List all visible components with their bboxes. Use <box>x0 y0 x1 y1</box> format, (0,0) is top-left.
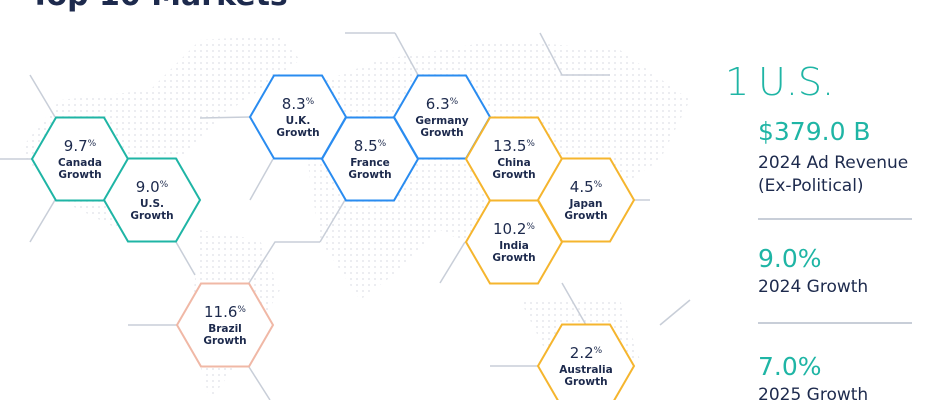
growth-value: 4.5% <box>570 178 603 196</box>
markets-hex-map: 9.7%CanadaGrowth9.0%U.S.Growth8.3%U.K.Gr… <box>0 32 691 401</box>
growth-value: 11.6% <box>204 303 246 321</box>
divider <box>758 218 912 220</box>
growth-label: Growth <box>420 127 463 139</box>
growth-value: 8.5% <box>354 137 387 155</box>
growth-value: 9.0% <box>136 178 169 196</box>
growth-value: 8.3% <box>282 95 315 113</box>
country-label: China <box>497 157 530 169</box>
growth-value: 6.3% <box>426 95 459 113</box>
country-label: Germany <box>415 115 468 127</box>
growth-value: 13.5% <box>493 137 535 155</box>
growth-label: Growth <box>492 252 535 264</box>
ad-revenue-label: 2024 Ad Revenue <box>758 153 909 173</box>
hexagon-outline <box>464 199 564 285</box>
hexagon-outline <box>102 157 202 243</box>
growth-label: Growth <box>492 169 535 181</box>
ad-revenue-value: $379.0 B <box>758 117 871 146</box>
growth-2024-value: 9.0% <box>758 244 822 273</box>
growth-value: 2.2% <box>570 344 603 362</box>
growth-label: Growth <box>276 127 319 139</box>
hexagon-outline <box>536 323 636 400</box>
country-label: France <box>350 157 390 169</box>
country-label: Canada <box>58 157 102 169</box>
connector-lines <box>0 32 691 400</box>
growth-2025-label: 2025 Growth <box>758 385 869 405</box>
growth-label: Growth <box>564 376 607 388</box>
country-label: U.S. <box>140 198 164 210</box>
page-title: Top 10 Markets <box>30 0 288 13</box>
country-label: Brazil <box>208 323 242 335</box>
growth-2025-value: 7.0% <box>758 352 822 381</box>
growth-label: Growth <box>130 210 173 222</box>
country-label: U.K. <box>286 115 311 127</box>
market-hex-uk[interactable]: 8.3% U.K.Growth <box>248 74 348 160</box>
country-label: Australia <box>559 364 612 376</box>
hexagon-outline <box>175 282 275 368</box>
growth-value: 10.2% <box>493 220 535 238</box>
growth-value: 9.7% <box>64 137 97 155</box>
country-label: Japan <box>568 198 602 210</box>
growth-label: Growth <box>564 210 607 222</box>
growth-label: Growth <box>203 335 246 347</box>
growth-2024-label: 2024 Growth <box>758 277 869 297</box>
divider <box>758 322 912 324</box>
ad-revenue-sublabel: (Ex-Political) <box>758 176 864 196</box>
rank-number: 1 <box>725 60 750 104</box>
detail-country: U.S. <box>758 60 835 104</box>
country-label: India <box>499 240 529 252</box>
growth-label: Growth <box>58 169 101 181</box>
market-hex-us[interactable]: 9.0% U.S.Growth <box>102 157 202 243</box>
growth-label: Growth <box>348 169 391 181</box>
